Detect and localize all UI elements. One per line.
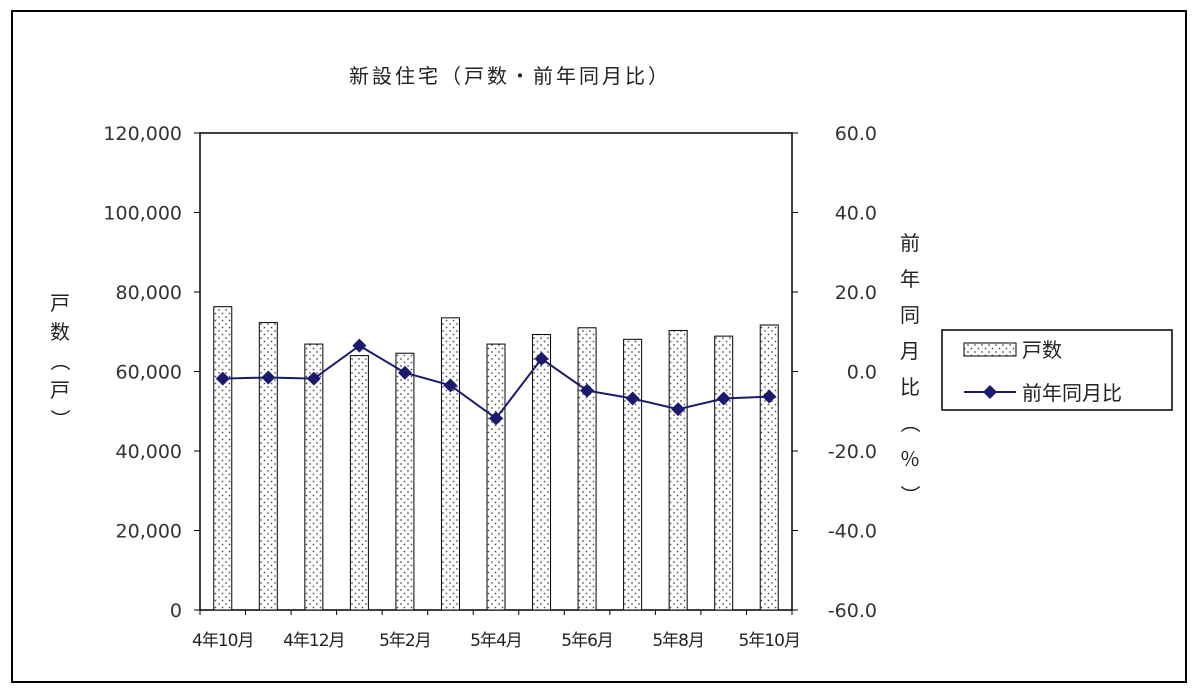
axis-label-char: （: [898, 413, 922, 433]
legend-diamond-marker: [983, 385, 997, 399]
point-5年5月: [534, 351, 549, 366]
y-left-tick-label: 80,000: [116, 282, 182, 304]
point-5年4月: [489, 411, 503, 426]
y-left-tick-label: 100,000: [103, 203, 182, 225]
bar-5年6月: [577, 327, 597, 611]
y-right-tick-label: -40.0: [828, 521, 877, 543]
y-axis-left-ticks: 120,000 100,000 80,000 60,000 40,000 20,000 0: [103, 123, 200, 622]
x-tick-label: 5年10月: [739, 631, 800, 651]
point-5年3月: [443, 378, 458, 393]
axis-label-char: （: [48, 351, 72, 371]
legend-label-bar: 戸数: [1022, 338, 1062, 362]
point-5年9月: [716, 391, 731, 406]
x-tick-label: 4年12月: [283, 631, 344, 651]
y-axis-right-ticks: 60.0 40.0 20.0 0.0 -20.0 -40.0 -60.0: [792, 123, 877, 622]
bar-5年3月: [440, 317, 460, 611]
y-right-tick-label: 0.0: [847, 362, 877, 384]
y-right-tick-label: 60.0: [835, 123, 877, 145]
axis-label-char: 前: [900, 231, 920, 255]
axis-label-char: 同: [900, 303, 920, 327]
x-tick-label: 5年2月: [379, 631, 431, 651]
x-tick-label: 4年10月: [192, 631, 253, 651]
axis-label-char: 戸: [50, 291, 70, 315]
chart-title: 新設住宅（戸数・前年同月比）: [349, 64, 671, 88]
y-right-tick-label: -20.0: [828, 441, 877, 463]
point-5年10月: [762, 389, 777, 404]
point-5年8月: [671, 402, 686, 417]
legend: 戸数 前年同月比: [941, 329, 1173, 411]
x-tick-label: 5年4月: [470, 631, 522, 651]
point-4年10月: [215, 371, 230, 386]
point-4年12月: [306, 371, 321, 386]
bar-4年10月: [213, 306, 233, 611]
point-4年11月: [261, 370, 276, 385]
legend-label-line: 前年同月比: [1022, 381, 1122, 405]
x-axis-ticks: 4年10月 4年12月 5年2月 5年4月 5年6月 5年8月 5年10月: [192, 610, 801, 651]
y-left-tick-label: 60,000: [116, 362, 182, 384]
axis-label-char: ）: [898, 485, 922, 505]
y-left-tick-label: 120,000: [103, 123, 182, 145]
y-axis-left-label: 戸数（戸）: [48, 291, 72, 429]
axis-label-char: 戸: [50, 378, 70, 402]
bar-5年10月: [759, 324, 779, 611]
point-5年6月: [580, 383, 595, 398]
axis-label-char: 月: [900, 339, 920, 363]
point-5年7月: [625, 391, 640, 406]
point-5年1月: [352, 338, 367, 353]
y-right-tick-label: 40.0: [835, 203, 877, 225]
line-series-yoy: [215, 338, 777, 426]
bar-4年11月: [258, 322, 278, 611]
legend-bar-swatch: [963, 342, 1017, 357]
bar-4年12月: [304, 343, 324, 611]
axis-label-char: ）: [48, 409, 72, 429]
y-right-tick-label: -60.0: [828, 600, 877, 622]
x-tick-label: 5年8月: [652, 631, 704, 651]
axis-label-char: 年: [900, 267, 920, 291]
bar-5年2月: [395, 352, 415, 611]
bar-series-units: [213, 306, 779, 611]
x-tick-label: 5年6月: [561, 631, 613, 651]
axis-label-char: ％: [900, 447, 920, 471]
bar-5年4月: [486, 343, 506, 611]
y-right-tick-label: 20.0: [835, 282, 877, 304]
axis-label-char: 比: [900, 375, 920, 399]
bar-5年5月: [532, 334, 552, 611]
bar-5年9月: [714, 335, 734, 611]
bar-5年8月: [668, 330, 688, 611]
y-left-tick-label: 20,000: [116, 521, 182, 543]
y-axis-right-label: 前年同月比 （ ％ ）: [898, 231, 922, 505]
bar-5年7月: [623, 338, 643, 611]
axis-label-char: 数: [50, 320, 70, 344]
point-5年2月: [397, 365, 412, 380]
y-left-tick-label: 0: [170, 600, 182, 622]
bar-5年1月: [349, 355, 369, 611]
y-left-tick-label: 40,000: [116, 441, 182, 463]
